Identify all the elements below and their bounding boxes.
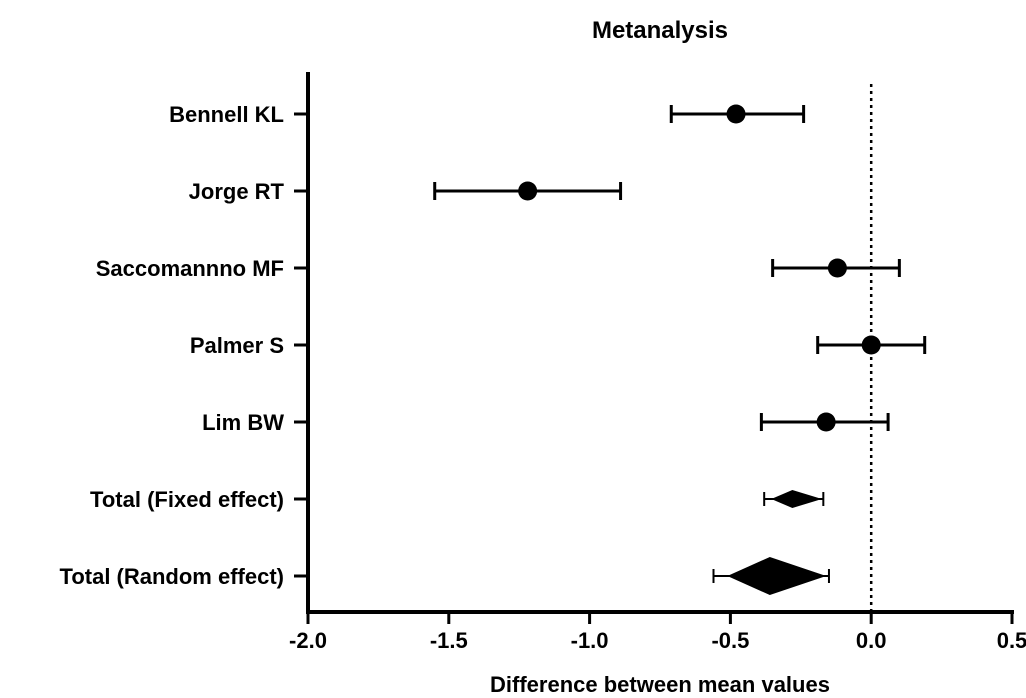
plot-area: -2.0 -1.5 -1.0 -0.5 0.0 0.5 Bennell KL Jorge RT… bbox=[60, 72, 1026, 653]
study-label: Total (Fixed effect) bbox=[90, 487, 284, 512]
study-label: Palmer S bbox=[190, 333, 284, 358]
x-axis-label: Difference between mean values bbox=[490, 672, 830, 697]
study-label: Lim BW bbox=[202, 410, 284, 435]
x-tick-label: -2.0 bbox=[289, 628, 327, 653]
x-tick-label: -1.0 bbox=[571, 628, 609, 653]
study-label: Jorge RT bbox=[189, 179, 285, 204]
x-tick-label: 0.5 bbox=[997, 628, 1026, 653]
study-label: Bennell KL bbox=[169, 102, 284, 127]
point-estimate bbox=[816, 412, 836, 432]
point-estimate bbox=[861, 335, 881, 355]
study-label: Total (Random effect) bbox=[60, 564, 284, 589]
point-estimate bbox=[726, 104, 746, 124]
point-estimate bbox=[518, 181, 538, 201]
x-tick-label: 0.0 bbox=[856, 628, 887, 653]
point-estimate bbox=[827, 258, 847, 278]
pooled-estimate-diamond bbox=[727, 557, 827, 595]
study-label: Saccomannno MF bbox=[96, 256, 284, 281]
chart-title: Metanalysis bbox=[592, 17, 728, 44]
pooled-estimate-diamond bbox=[771, 490, 822, 508]
x-tick-label: -1.5 bbox=[430, 628, 468, 653]
x-tick-label: -0.5 bbox=[711, 628, 749, 653]
